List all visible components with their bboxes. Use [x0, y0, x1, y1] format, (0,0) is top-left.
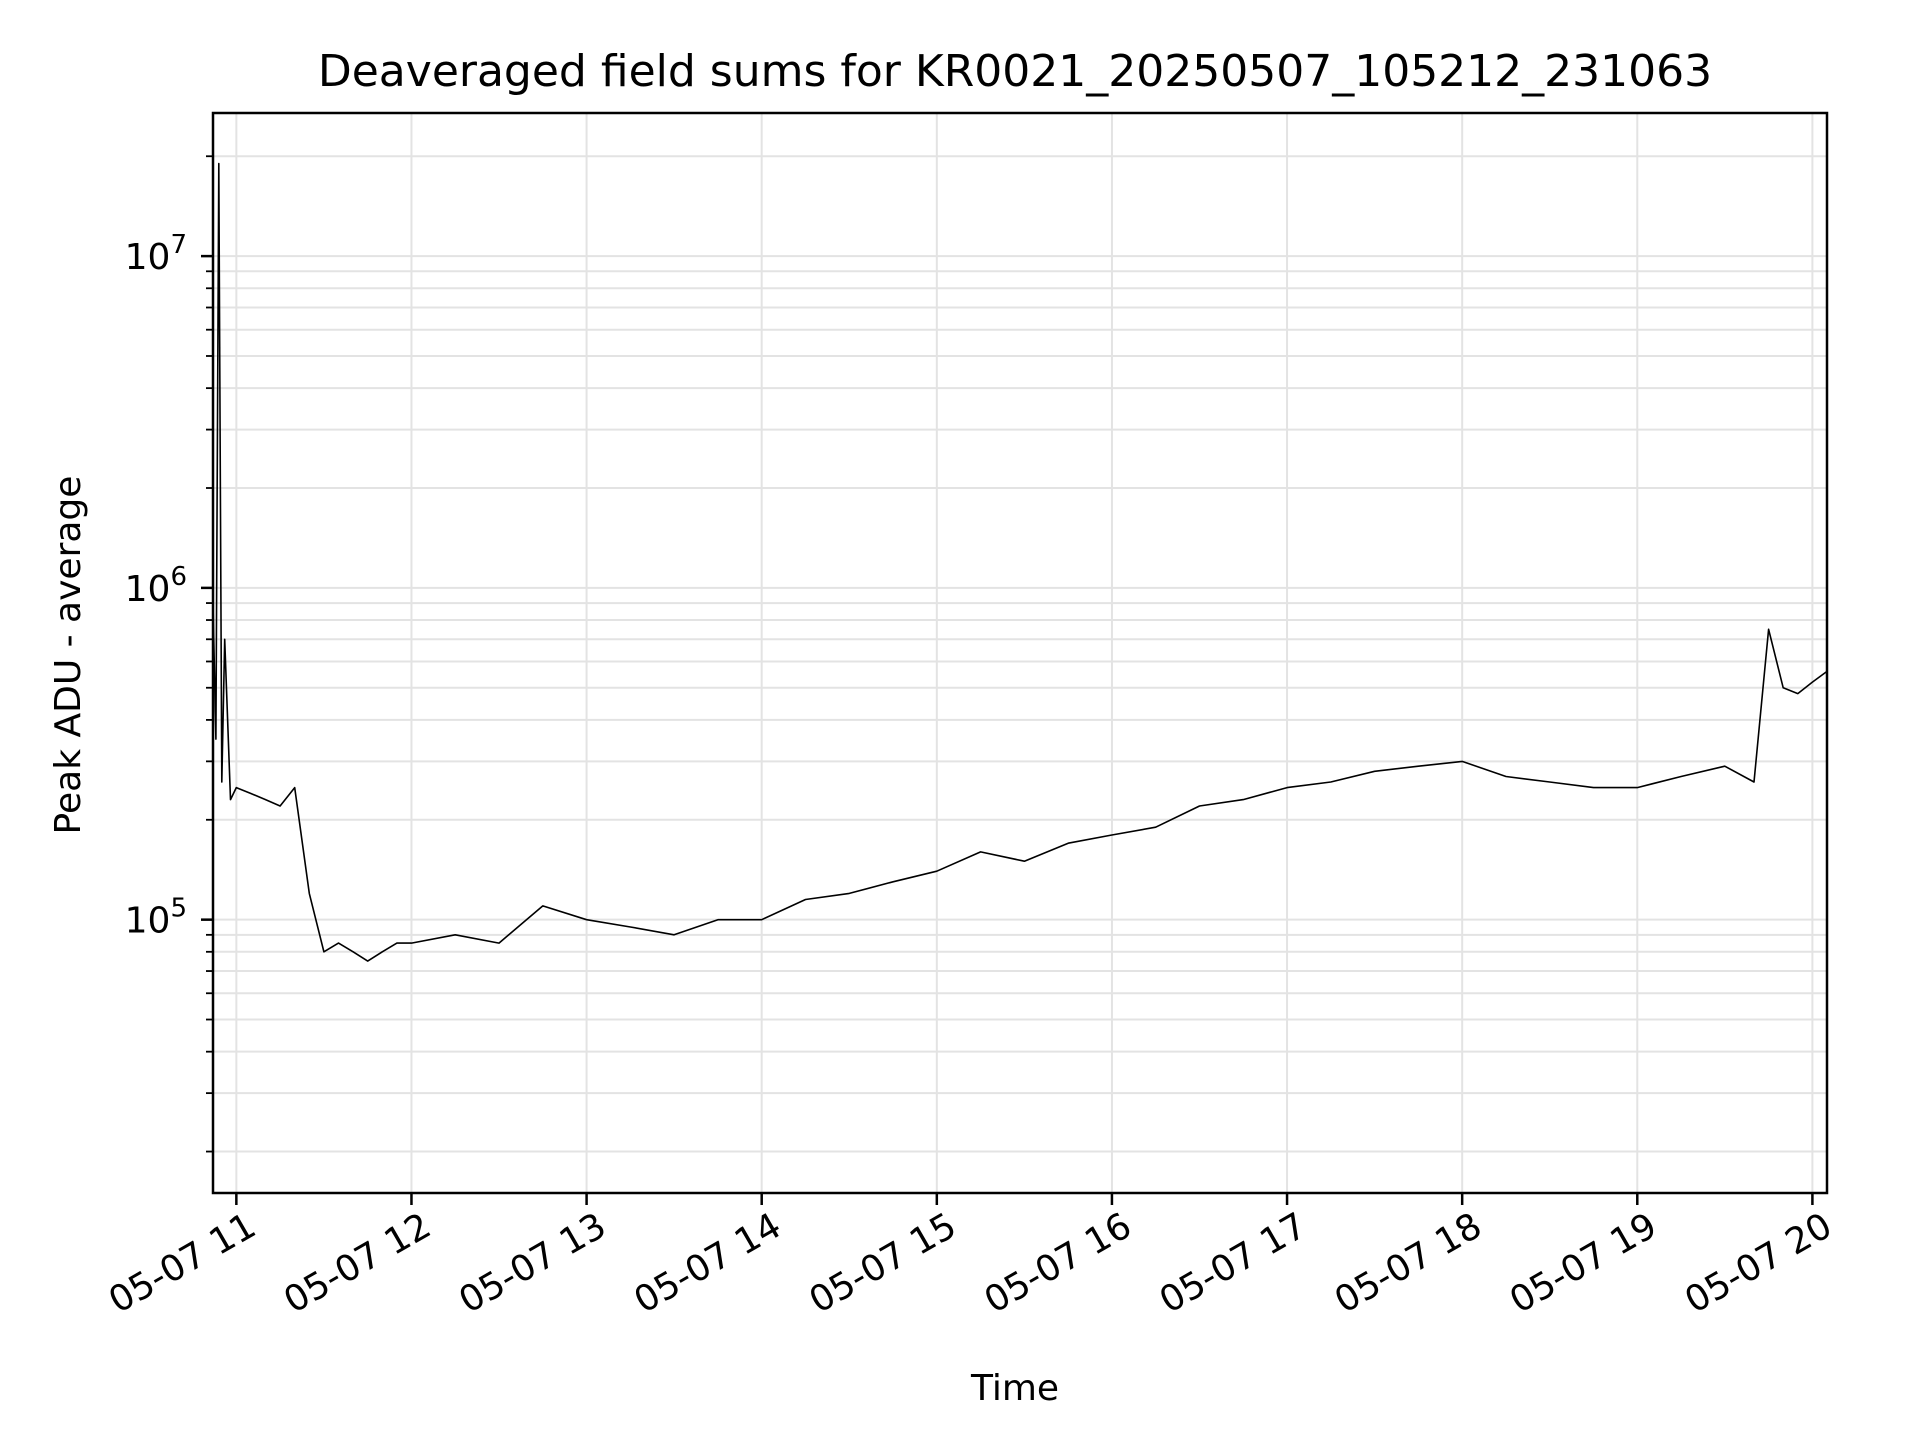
grid: [213, 113, 1827, 1193]
y-axis-label: Peak ADU - average: [48, 476, 89, 835]
series-line: [212, 162, 1828, 962]
y-tick-label-base: 10: [125, 901, 171, 942]
y-tick-label: 107: [125, 230, 187, 278]
y-tick-label-exponent: 5: [170, 894, 187, 924]
y-tick-label: 105: [125, 894, 187, 942]
chart-title: Deaveraged field sums for KR0021_2025050…: [318, 46, 1712, 97]
y-tick-label-base: 10: [125, 569, 171, 610]
y-tick-label-exponent: 6: [170, 562, 187, 592]
y-tick-label: 106: [125, 562, 187, 610]
y-tick-label-base: 10: [125, 237, 171, 278]
series-layer: [212, 162, 1828, 962]
x-axis-label: Time: [970, 1368, 1059, 1409]
y-tick-label-exponent: 7: [170, 230, 187, 260]
plot-frame: [211, 111, 1829, 1195]
